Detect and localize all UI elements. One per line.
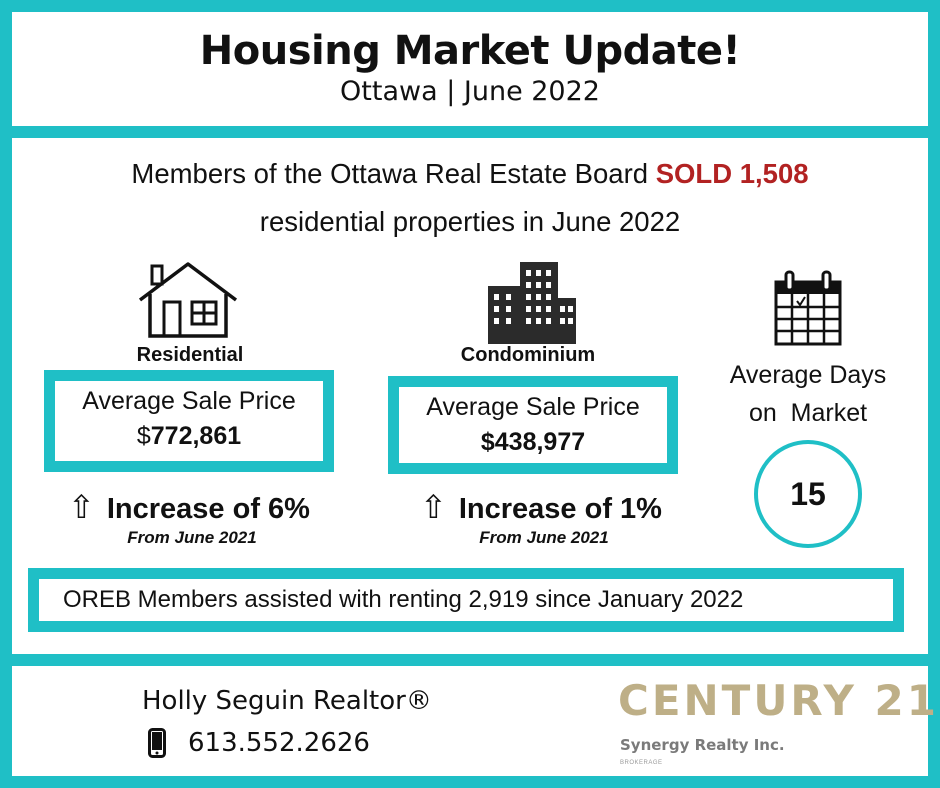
condo-from-text: From June 2021 [479,528,609,547]
residential-price-number: 772,861 [150,422,242,450]
days-on-market-value: 15 [754,440,862,548]
condo-increase: ⇧ Increase of 1% From June 2021 [396,488,686,548]
condo-label: Condominium [460,344,596,366]
main-panel: Members of the Ottawa Real Estate Board … [12,138,928,654]
residential-from-text: From June 2021 [127,528,257,547]
buildings-icon [488,262,576,344]
house-icon [138,262,238,338]
residential-price-box: Average Sale Price $772,861 [44,370,334,472]
agent-name: Holly Seguin Realtor® [142,686,432,716]
condo-price-box: Average Sale Price $438,977 [388,376,678,474]
residential-increase: ⇧ Increase of 6% From June 2021 [44,488,334,548]
sold-highlight: SOLD 1,508 [655,158,809,189]
condo-price-label: Average Sale Price [426,393,640,421]
condo-increase-text: Increase of 1% [458,493,662,525]
rent-text: OREB Members assisted with renting 2,919… [63,586,744,613]
up-arrow-icon: ⇧ [420,489,447,525]
residential-increase-text: Increase of 6% [106,493,310,525]
residential-price-value: $772,861 [55,422,323,451]
up-arrow-icon: ⇧ [68,489,95,525]
brand-subtitle: Synergy Realty Inc. [620,736,785,754]
century21-logo: CENTURY 21® [618,676,940,725]
calendar-icon [774,270,842,346]
intro-text: Members of the Ottawa Real Estate Board … [12,150,928,246]
intro-part1: Members of the Ottawa Real Estate Board [131,158,656,189]
days-on-market-label: Average Days on Market [702,356,914,432]
residential-label: Residential [136,344,244,366]
residential-price-prefix: $ [136,422,151,450]
condo-price-value: $438,977 [480,428,586,456]
page-subtitle: Ottawa | June 2022 [340,76,600,107]
brand-registered-mark: ® [939,676,940,686]
phone-number: 613.552.2626 [188,728,370,758]
days-label-line2: on Market [748,399,868,427]
header-panel: Housing Market Update! Ottawa | June 202… [12,12,928,126]
phone-row[interactable]: 613.552.2626 [142,728,370,758]
brand-brokerage: BROKERAGE [620,760,663,766]
footer-panel: Holly Seguin Realtor® 613.552.2626 CENTU… [12,666,940,776]
intro-line2: residential properties in June 2022 [259,206,681,237]
rent-box: OREB Members assisted with renting 2,919… [28,568,904,632]
page-title: Housing Market Update! [199,28,741,74]
brand-name: CENTURY 21 [618,676,939,725]
days-label-line1: Average Days [729,361,887,389]
mobile-phone-icon [148,728,166,758]
residential-price-label: Average Sale Price [82,387,296,415]
